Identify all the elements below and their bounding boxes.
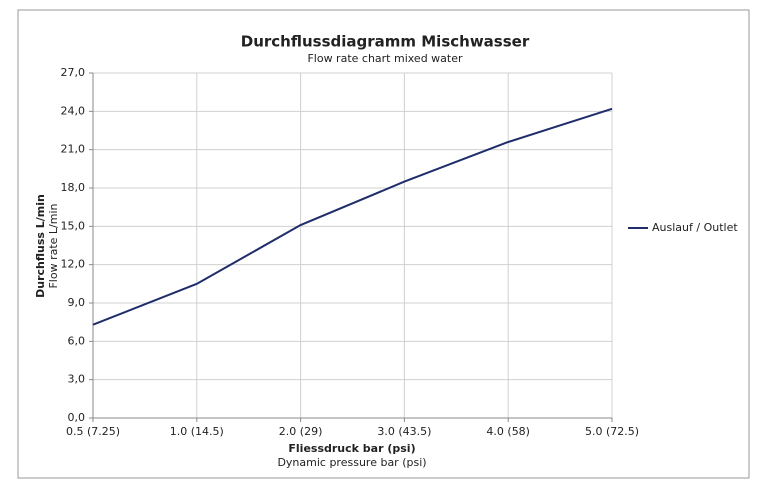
y-axis-title: Durchfluss L/min (34, 194, 47, 298)
x-tick-label: 0.5 (7.25) (66, 425, 120, 438)
y-tick-label: 0,0 (68, 411, 86, 424)
y-tick-label: 6,0 (68, 334, 86, 347)
y-tick-label: 27,0 (61, 66, 86, 79)
x-tick-label: 2.0 (29) (279, 425, 323, 438)
y-tick-label: 24,0 (61, 104, 86, 117)
y-axis-title: Flow rate L/min (47, 203, 60, 288)
x-tick-label: 5.0 (72.5) (585, 425, 639, 438)
x-tick-label: 3.0 (43.5) (377, 425, 431, 438)
chart-frame (17, 9, 750, 479)
x-tick-label: 4.0 (58) (486, 425, 530, 438)
legend-label: Auslauf / Outlet (652, 221, 738, 234)
x-tick-label: 1.0 (14.5) (170, 425, 224, 438)
y-tick-label: 12,0 (61, 258, 86, 271)
x-axis-title: Dynamic pressure bar (psi) (277, 456, 426, 469)
chart-title: Durchflussdiagramm Mischwasser (241, 33, 530, 51)
y-tick-label: 18,0 (61, 181, 86, 194)
y-tick-label: 21,0 (61, 143, 86, 156)
y-tick-label: 15,0 (61, 219, 86, 232)
y-tick-label: 9,0 (68, 296, 86, 309)
line (92, 107, 613, 326)
y-tick-label: 3,0 (68, 373, 86, 386)
x-axis-title: Fliessdruck bar (psi) (288, 442, 415, 455)
chart-subtitle: Flow rate chart mixed water (307, 52, 463, 65)
